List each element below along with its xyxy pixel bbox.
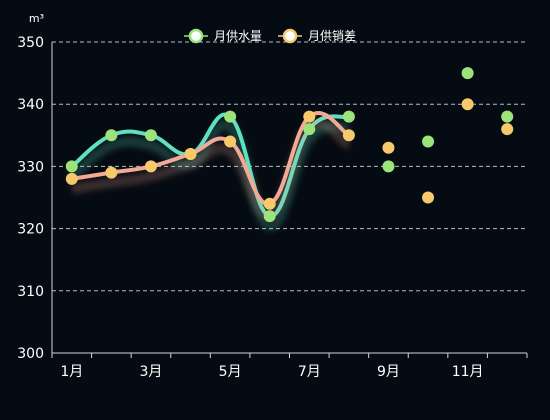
series-2-point	[501, 123, 514, 136]
x-tick-label: 5月	[219, 364, 242, 380]
legend-marker-1	[188, 28, 204, 44]
y-tick-label: 330	[17, 159, 44, 175]
series-2-point	[382, 141, 395, 154]
legend-marker-2	[282, 28, 298, 44]
series-1-point	[65, 160, 78, 173]
series-1-point	[263, 210, 276, 223]
series-2-shadow	[71, 118, 352, 219]
legend: 月供水量 月供销差	[184, 28, 356, 44]
series-layer	[65, 67, 514, 232]
x-tick-label: 9月	[377, 364, 400, 380]
series-1-shadow	[68, 119, 351, 232]
series-1-point	[501, 110, 514, 123]
axes: 300 310 320 330 340 350 m³ 1月 3月 5月 7月 9月 11月	[17, 12, 528, 380]
series-1-point	[461, 67, 474, 80]
series-2-line	[69, 111, 351, 206]
y-unit-label: m³	[29, 12, 44, 25]
series-2-point	[461, 98, 474, 111]
series-1-point	[144, 129, 157, 142]
series-1-point	[105, 129, 118, 142]
legend-label-1: 月供水量	[214, 29, 262, 43]
x-tick-label: 7月	[298, 364, 321, 380]
series-2-line-group	[69, 111, 352, 219]
x-tick-label: 1月	[60, 364, 83, 380]
series-1-point	[224, 110, 237, 123]
series-2-point	[144, 160, 157, 173]
series-2-point	[263, 197, 276, 210]
series-2-point	[224, 135, 237, 148]
y-tick-label: 300	[17, 346, 44, 362]
series-2-point	[105, 166, 118, 179]
series-1-point	[382, 160, 395, 173]
series-2-point	[422, 191, 435, 204]
series-1-point	[342, 110, 355, 123]
y-tick-label: 340	[17, 97, 44, 113]
grid	[52, 41, 527, 292]
series-2-point	[342, 129, 355, 142]
legend-label-2: 月供销差	[308, 29, 356, 43]
x-tick-label: 11月	[452, 364, 484, 380]
series-2-point	[184, 147, 197, 160]
y-tick-label: 310	[17, 284, 44, 300]
series-2-point	[303, 110, 316, 123]
series-1-point	[303, 123, 316, 136]
series-1-point	[422, 135, 435, 148]
y-tick-label: 320	[17, 222, 44, 238]
y-tick-label: 350	[17, 35, 44, 51]
x-tick-label: 3月	[139, 364, 162, 380]
series-2-point	[65, 172, 78, 185]
